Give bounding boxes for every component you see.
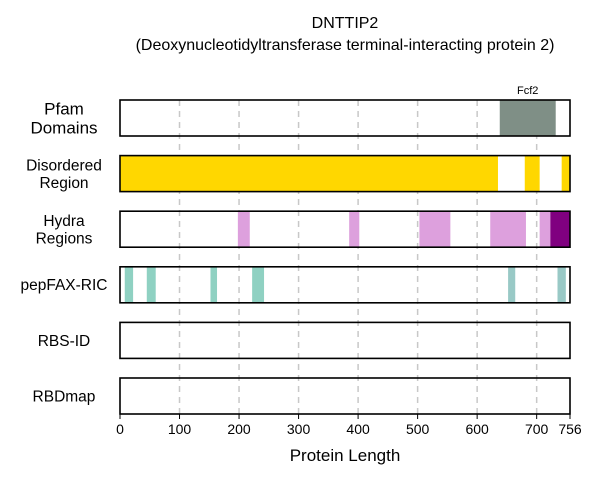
x-tick-label: 400 <box>346 421 370 437</box>
track-label: RBS-ID <box>38 333 91 350</box>
track-rows: Fcf2PfamDomainsDisorderedRegionHydraRegi… <box>20 85 571 415</box>
x-tick-label: 200 <box>227 421 251 437</box>
track-segment <box>146 266 156 303</box>
track-row: pepFAX-RIC <box>20 265 571 304</box>
track-segment <box>524 155 540 192</box>
track-label: Region <box>39 175 88 192</box>
track-frame <box>119 377 571 415</box>
track-label: RBDmap <box>33 388 96 405</box>
grid-lines <box>178 100 538 414</box>
chart-subtitle: (Deoxynucleotidyltransferase terminal-in… <box>136 37 555 54</box>
x-axis-label: Protein Length <box>290 446 401 465</box>
track-row: RBS-ID <box>38 321 571 360</box>
track-row: RBDmap <box>33 377 571 415</box>
track-frame <box>119 154 571 193</box>
track-label: Regions <box>36 230 93 247</box>
track-label: Domains <box>30 118 97 137</box>
x-axis: 0 100 200 300 400 500 600 700 756 <box>116 414 582 437</box>
track-frame <box>119 321 571 360</box>
chart-title: DNTTIP2 <box>312 15 379 32</box>
track-segment <box>550 211 570 248</box>
track-label: Pfam <box>44 99 84 118</box>
track-frame <box>119 99 571 137</box>
track-label: pepFAX-RIC <box>20 277 107 294</box>
track-label: Disordered <box>26 157 102 174</box>
track-segment <box>210 266 218 303</box>
track-segment <box>557 266 566 303</box>
track-frame <box>119 265 571 304</box>
track-segment <box>508 266 516 303</box>
x-tick-label: 500 <box>406 421 430 437</box>
track-segment <box>120 155 498 192</box>
x-tick-label: 100 <box>168 421 192 437</box>
track-segment <box>499 100 556 136</box>
track-segment <box>490 211 526 248</box>
x-tick-label: 700 <box>525 421 549 437</box>
x-tick-label: 756 <box>558 421 582 437</box>
x-tick-label: 600 <box>465 421 489 437</box>
segment-label: Fcf2 <box>517 85 538 97</box>
track-segment <box>124 266 134 303</box>
track-frame <box>119 210 571 248</box>
track-segment <box>349 211 360 248</box>
x-tick-label: 0 <box>116 421 124 437</box>
track-segment <box>237 211 250 248</box>
track-segment <box>252 266 265 303</box>
track-label: Hydra <box>43 213 85 230</box>
track-segment <box>539 211 551 248</box>
track-segment <box>419 211 451 248</box>
track-segment <box>561 155 570 192</box>
x-tick-label: 300 <box>287 421 311 437</box>
